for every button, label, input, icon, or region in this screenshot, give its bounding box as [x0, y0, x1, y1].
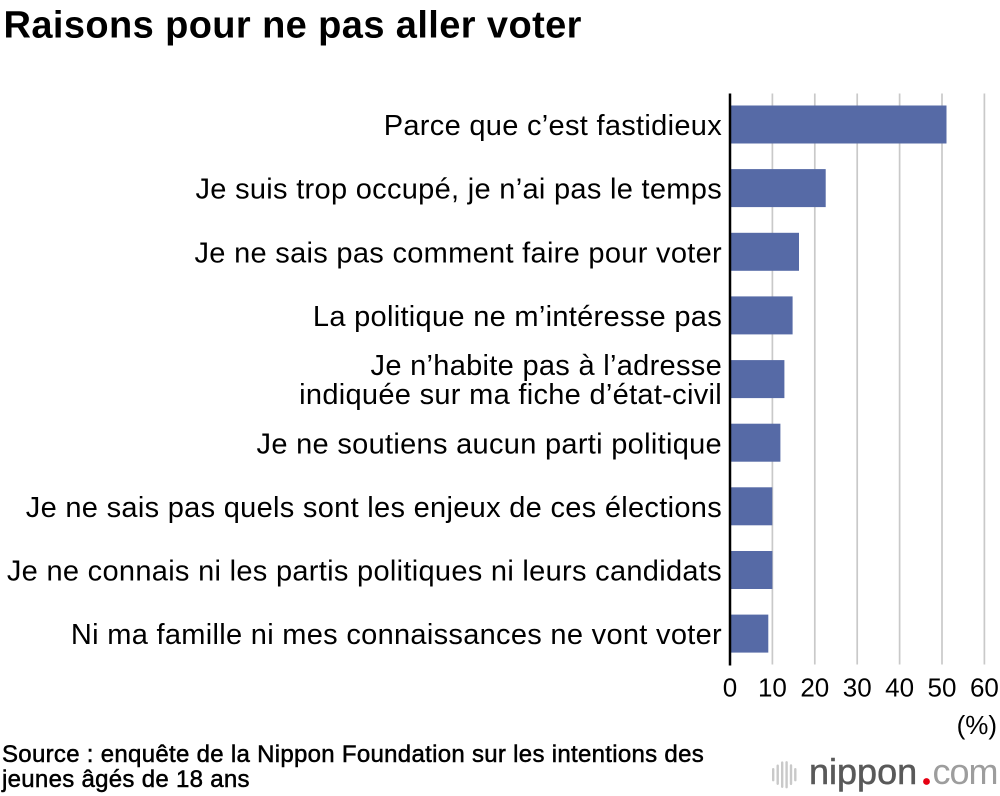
- svg-text:50: 50: [928, 673, 957, 703]
- svg-text:Source : enquête de la Nippon: Source : enquête de la Nippon Foundation…: [2, 741, 704, 768]
- svg-text:Je ne connais ni les partis po: Je ne connais ni les partis politiques n…: [7, 556, 722, 588]
- svg-text:Je ne sais pas comment faire p: Je ne sais pas comment faire pour voter: [195, 237, 723, 269]
- svg-text:Parce que c’est fastidieux: Parce que c’est fastidieux: [384, 110, 722, 142]
- svg-text:20: 20: [800, 673, 829, 703]
- svg-text:Je ne sais pas quels sont les: Je ne sais pas quels sont les enjeux de …: [26, 492, 722, 524]
- svg-text:Je suis trop occupé, je n’ai p: Je suis trop occupé, je n’ai pas le temp…: [195, 174, 722, 206]
- svg-text:indiquée sur ma fiche d’état-c: indiquée sur ma fiche d’état-civil: [299, 379, 722, 411]
- svg-text:40: 40: [885, 673, 914, 703]
- svg-text:Ni ma famille ni mes connaissa: Ni ma famille ni mes connaissances ne vo…: [71, 619, 722, 651]
- svg-text:Raisons pour ne pas aller vote: Raisons pour ne pas aller voter: [4, 5, 582, 47]
- svg-text:com: com: [933, 751, 998, 792]
- svg-text:(%): (%): [957, 710, 997, 740]
- svg-text:La politique ne m’intéresse pa: La politique ne m’intéresse pas: [313, 301, 722, 333]
- svg-text:jeunes âgés de 18 ans: jeunes âgés de 18 ans: [1, 766, 250, 793]
- svg-text:60: 60: [970, 673, 999, 703]
- svg-text:Je n’habite pas à l’adresse: Je n’habite pas à l’adresse: [371, 350, 722, 382]
- svg-text:Je ne soutiens aucun parti pol: Je ne soutiens aucun parti politique: [257, 428, 722, 460]
- svg-text:0: 0: [723, 673, 737, 703]
- svg-text:30: 30: [843, 673, 872, 703]
- svg-text:10: 10: [758, 673, 787, 703]
- svg-text:nippon: nippon: [809, 751, 917, 792]
